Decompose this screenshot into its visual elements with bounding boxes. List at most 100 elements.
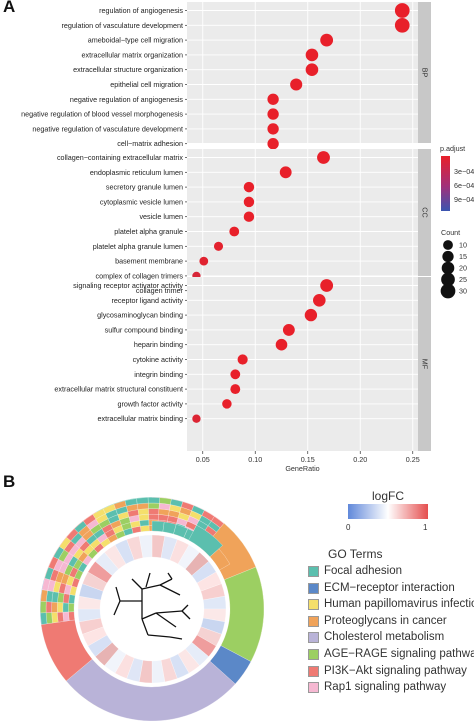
- term-label: extracellular matrix organization: [82, 50, 183, 59]
- size-legend-dot: [443, 240, 453, 250]
- data-point: [267, 123, 279, 135]
- size-legend-dot: [442, 250, 454, 263]
- term-label: extracellular matrix binding: [98, 414, 184, 423]
- data-point: [237, 354, 248, 365]
- dendrogram-branch: [141, 584, 161, 590]
- membership-cell: [136, 497, 149, 505]
- facet-strip-label: BP: [421, 68, 430, 78]
- data-point: [267, 138, 279, 150]
- go-legend-label: PI3K−Akt signaling pathway: [324, 664, 467, 677]
- data-point: [279, 166, 292, 179]
- membership-cell: [148, 514, 159, 521]
- circular-heatmap-panel: logFC 0 1 GO Terms Focal adhesion ECM−rec…: [0, 485, 474, 723]
- data-point: [230, 369, 241, 380]
- go-sector: [220, 566, 265, 662]
- go-legend-swatch: [308, 566, 319, 577]
- logfc-cell: [139, 534, 153, 558]
- data-point: [320, 33, 334, 47]
- data-point: [243, 181, 255, 193]
- term-label: secretory granule lumen: [106, 183, 183, 192]
- logfc-tick-1: 1: [423, 523, 428, 532]
- dendrogram-branch: [181, 604, 189, 612]
- x-axis-label: GeneRatio: [285, 464, 319, 473]
- dendrogram-branch: [141, 612, 157, 620]
- term-label: cell−matrix adhesion: [117, 139, 183, 148]
- go-legend-swatch: [308, 632, 319, 644]
- membership-cell: [137, 502, 149, 510]
- data-point: [267, 108, 279, 120]
- dendrogram-branch: [181, 610, 191, 620]
- go-legend-label: Human papillomavirus infection: [324, 598, 474, 611]
- x-tick-label: 0.05: [196, 455, 210, 464]
- data-point: [243, 196, 255, 208]
- data-point: [305, 63, 319, 76]
- dendrogram-branch: [131, 578, 143, 590]
- term-label: platelet alpha granule lumen: [93, 242, 183, 251]
- membership-cell: [68, 594, 76, 604]
- term-label: basement membrane: [115, 257, 183, 266]
- facet-strip-bp: [418, 2, 431, 143]
- membership-cell: [211, 516, 224, 528]
- data-point: [229, 226, 240, 237]
- inner-disk: [102, 559, 202, 659]
- data-point: [222, 399, 232, 409]
- data-point: [230, 384, 241, 395]
- data-point: [282, 323, 295, 336]
- go-terms-legend-title: GO Terms: [328, 547, 383, 561]
- dendrogram-branch: [169, 636, 183, 640]
- go-legend-swatch: [308, 582, 319, 594]
- term-label: negative regulation of blood vessel morp…: [21, 110, 183, 119]
- membership-cell: [138, 514, 150, 521]
- term-label: complex of collagen trimers: [96, 271, 184, 280]
- term-label: cytoplasmic vesicle lumen: [100, 197, 183, 206]
- data-point: [192, 414, 201, 423]
- dendrogram-branch: [155, 610, 183, 614]
- color-legend-tick: 3e−04: [454, 167, 474, 176]
- term-label: vesicle lumen: [139, 212, 183, 221]
- data-point: [304, 308, 318, 322]
- membership-cell: [137, 508, 149, 516]
- membership-cell: [51, 612, 59, 624]
- go-legend-label: Rap1 signaling pathway: [324, 681, 447, 694]
- facet-strip-label: CC: [421, 207, 430, 217]
- size-legend-label: 10: [459, 241, 467, 250]
- dendrogram-branch: [159, 578, 173, 586]
- membership-cell: [140, 525, 150, 532]
- data-point: [317, 151, 330, 164]
- facet-panel-bp: [187, 2, 418, 143]
- membership-cell: [147, 497, 160, 504]
- membership-cell: [57, 602, 64, 613]
- data-point: [394, 17, 410, 33]
- term-label: extracellular structure organization: [73, 65, 183, 74]
- panel-label-b: B: [3, 472, 16, 491]
- membership-cell: [68, 611, 75, 621]
- dendrogram-branch: [113, 600, 121, 616]
- facet-panel-cc: [187, 149, 418, 276]
- term-label: receptor ligand activity: [111, 296, 183, 305]
- go-enrichment-dotplot: BP regulation of angiogenesis regulation o…: [21, 2, 474, 473]
- go-legend-label: ECM−receptor interaction: [324, 581, 455, 594]
- facet-panel-mf: [187, 277, 418, 451]
- membership-cell: [51, 601, 58, 613]
- data-point: [267, 93, 279, 105]
- x-tick-label: 0.10: [248, 455, 262, 464]
- term-label: heparin binding: [134, 340, 183, 349]
- term-label: collagen−containing extracellular matrix: [57, 153, 183, 162]
- term-label: negative regulation of vasculature devel…: [32, 124, 183, 133]
- term-label: integrin binding: [134, 370, 183, 379]
- logfc-tick-0: 0: [346, 523, 351, 532]
- membership-cell: [45, 612, 53, 624]
- term-label: negative regulation of angiogenesis: [70, 95, 183, 104]
- color-legend-bar: [441, 156, 450, 211]
- term-label: regulation of vasculature development: [62, 21, 183, 30]
- membership-cell: [62, 611, 70, 622]
- term-label: endoplasmic reticulum lumen: [90, 168, 183, 177]
- membership-cell: [57, 611, 64, 623]
- size-legend-dot: [440, 283, 456, 299]
- x-tick-label: 0.15: [301, 455, 315, 464]
- go-legend-label: Proteoglycans in cancer: [324, 614, 447, 627]
- term-label: platelet alpha granule: [114, 227, 183, 236]
- membership-cell: [40, 612, 48, 625]
- term-label: extracellular matrix structural constitu…: [54, 385, 183, 394]
- size-legend-dot: [441, 261, 455, 275]
